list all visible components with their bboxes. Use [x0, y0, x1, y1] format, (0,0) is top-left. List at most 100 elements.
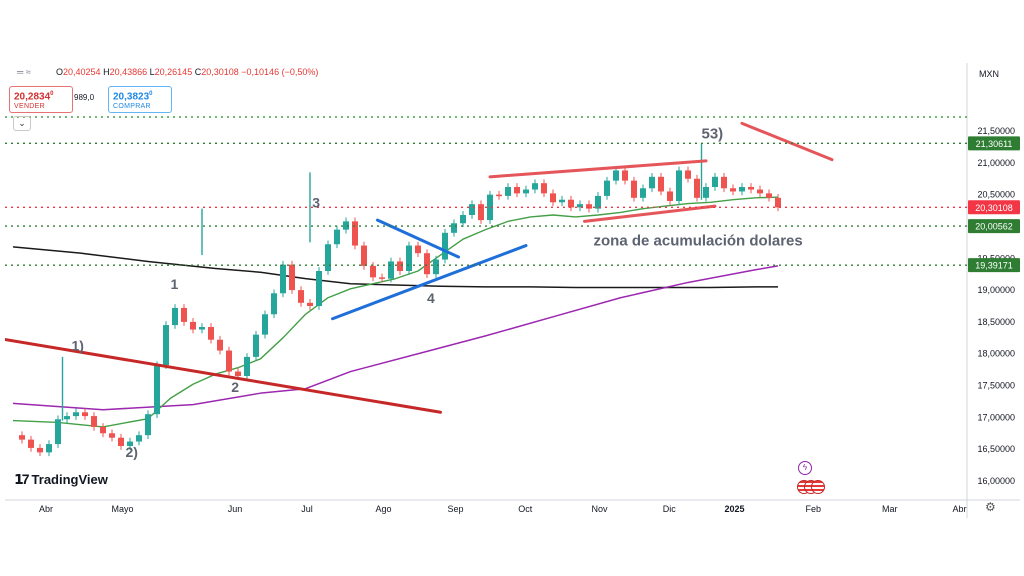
candle-body: [631, 180, 637, 198]
candle-body: [460, 215, 466, 224]
candle-body: [703, 187, 709, 198]
chart-annotation: 3: [312, 194, 320, 210]
y-tick-label: 16,50000: [977, 444, 1015, 454]
candle-body: [289, 264, 295, 291]
candle-body: [307, 302, 313, 306]
candle-body: [739, 187, 745, 192]
price-tag: [968, 136, 1020, 151]
candle-body: [154, 365, 160, 415]
candle-body: [433, 259, 439, 275]
candle-body: [541, 183, 547, 194]
candle-body: [352, 221, 358, 246]
candle-body: [748, 187, 754, 190]
candle-body: [604, 180, 610, 196]
gear-icon[interactable]: ⚙: [985, 500, 996, 514]
candle-body: [496, 194, 502, 197]
y-tick-label: 17,50000: [977, 381, 1015, 391]
candle-body: [658, 176, 664, 192]
chart-annotation: 1): [72, 338, 84, 354]
price-tag-label: 21,30611: [976, 139, 1013, 149]
chart-annotation: 2: [231, 379, 239, 395]
y-tick-label: 17,00000: [977, 412, 1015, 422]
tradingview-logo[interactable]: 𝟭7 TradingView: [14, 471, 108, 488]
candle-body: [559, 199, 565, 203]
close-label: C: [194, 67, 202, 77]
dual-line-icon[interactable]: ═ ≈: [17, 67, 31, 77]
chart-annotation: 1: [171, 276, 179, 292]
candle-body: [694, 178, 700, 198]
trendline: [5, 337, 442, 414]
candle-body: [91, 416, 97, 427]
candle-body: [469, 204, 475, 215]
candle-body: [442, 232, 448, 260]
candle-body: [415, 245, 421, 254]
chart-area[interactable]: MXN21,5000021,0000020,5000020,0000019,50…: [5, 63, 1020, 518]
candle-body: [595, 195, 601, 209]
y-tick-label: 18,00000: [977, 349, 1015, 359]
candle-body: [361, 245, 367, 266]
sell-price: 20,2834: [14, 91, 51, 103]
candle-body: [676, 170, 682, 201]
low-label: L: [149, 67, 155, 77]
buy-label: COMPRAR: [113, 103, 151, 111]
price-chart[interactable]: MXN21,5000021,0000020,5000020,0000019,50…: [5, 63, 1020, 518]
candle-body: [100, 426, 106, 434]
candle-body: [145, 414, 151, 436]
candle-body: [586, 204, 592, 209]
price-tag: [968, 219, 1020, 234]
x-tick-label: Mar: [882, 504, 898, 514]
us-flag-icon: [811, 480, 825, 494]
sell-button[interactable]: 20,28340 VENDER: [9, 86, 73, 113]
candle-body: [127, 441, 133, 446]
x-tick-label: Feb: [805, 504, 821, 514]
candle-body: [136, 435, 142, 442]
x-tick-label: Jul: [301, 504, 313, 514]
x-tick-label: Ago: [375, 504, 391, 514]
change-value: −0,10146 (−0,50%): [241, 67, 319, 77]
candle-body: [244, 356, 250, 376]
trendline: [331, 244, 528, 321]
buy-button[interactable]: 20,38230 COMPRAR: [108, 86, 172, 113]
candle-body: [388, 261, 394, 279]
candle-body: [190, 321, 196, 330]
ohlc-readout: O20,40254 H20,43866 L20,26145 C20,30108 …: [56, 67, 318, 77]
candle-body: [424, 253, 430, 275]
price-tag-label: 20,00562: [975, 222, 1013, 232]
candle-body: [370, 265, 376, 278]
candle-body: [64, 416, 70, 420]
open-value: 20,40254: [63, 67, 101, 77]
x-tick-label: Abr: [952, 504, 966, 514]
high-label: H: [103, 67, 110, 77]
candle-body: [568, 199, 574, 208]
high-value: 20,43866: [109, 67, 148, 77]
candle-body: [766, 193, 772, 198]
x-tick-label: Oct: [518, 504, 533, 514]
y-tick-label: 19,00000: [977, 285, 1015, 295]
chart-annotation: 53): [702, 126, 724, 143]
candle-body: [172, 307, 178, 326]
lightning-event-icon[interactable]: ϟ: [798, 461, 812, 475]
candle-body: [28, 439, 34, 448]
candle-body: [721, 176, 727, 189]
currency-label: MXN: [979, 69, 999, 79]
candle-body: [622, 170, 628, 181]
candle-body: [379, 277, 385, 279]
candle-body: [37, 447, 43, 453]
price-tag: [968, 200, 1020, 215]
chart-annotation: 2): [126, 444, 138, 460]
price-tag-label: 20,30108: [975, 203, 1013, 213]
candle-body: [298, 290, 304, 303]
candle-body: [262, 314, 268, 335]
candle-body: [181, 307, 187, 322]
candle-body: [487, 194, 493, 221]
us-flag-events-icon[interactable]: [797, 480, 829, 494]
x-tick-label: Jun: [228, 504, 243, 514]
buy-price-sup: 0: [149, 91, 153, 97]
y-tick-label: 16,00000: [977, 476, 1015, 486]
candle-body: [757, 189, 763, 194]
chevron-down-icon[interactable]: ⌄: [13, 116, 31, 131]
candle-body: [640, 188, 646, 198]
candle-body: [712, 176, 718, 187]
candle-body: [163, 325, 169, 366]
candle-body: [325, 244, 331, 271]
